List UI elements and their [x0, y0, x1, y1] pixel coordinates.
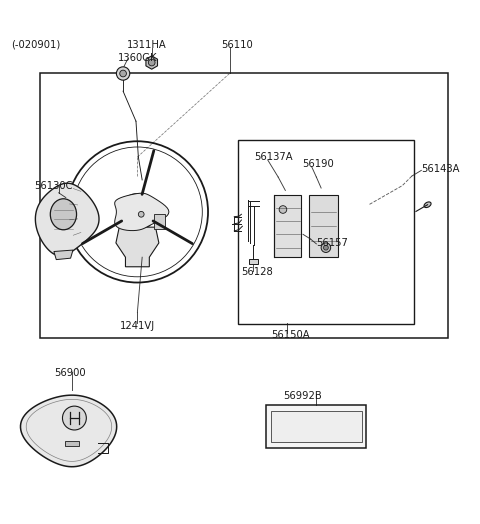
- Circle shape: [116, 67, 130, 80]
- Text: 56130C: 56130C: [34, 181, 72, 191]
- Circle shape: [120, 70, 126, 77]
- Text: 1360GK: 1360GK: [118, 53, 158, 63]
- Text: 1311HA: 1311HA: [127, 40, 167, 50]
- Bar: [39, 73, 447, 339]
- Text: 56992B: 56992B: [283, 390, 322, 401]
- Bar: [65, 441, 79, 446]
- Text: 56157: 56157: [316, 238, 348, 248]
- Text: 56900: 56900: [54, 368, 85, 378]
- Polygon shape: [54, 250, 73, 259]
- Text: 56137A: 56137A: [254, 152, 293, 162]
- Polygon shape: [36, 183, 99, 256]
- Text: (-020901): (-020901): [11, 40, 60, 50]
- Polygon shape: [21, 395, 117, 467]
- Bar: [271, 411, 362, 442]
- Bar: [238, 140, 414, 324]
- Circle shape: [279, 206, 287, 213]
- Bar: [266, 405, 366, 448]
- Text: 56190: 56190: [302, 159, 334, 169]
- Polygon shape: [116, 227, 159, 267]
- Ellipse shape: [50, 199, 76, 230]
- Circle shape: [324, 245, 328, 250]
- Text: 56110: 56110: [221, 40, 252, 50]
- Circle shape: [119, 194, 156, 230]
- Circle shape: [148, 59, 155, 66]
- Text: 56128: 56128: [241, 267, 273, 277]
- Polygon shape: [115, 193, 169, 231]
- Circle shape: [127, 201, 148, 222]
- Bar: [249, 259, 258, 265]
- Bar: [154, 214, 165, 228]
- FancyBboxPatch shape: [309, 195, 338, 257]
- Polygon shape: [146, 56, 157, 69]
- Circle shape: [138, 211, 144, 217]
- Circle shape: [321, 243, 331, 253]
- Text: 56150A: 56150A: [271, 330, 310, 340]
- Ellipse shape: [424, 202, 431, 208]
- Circle shape: [62, 406, 86, 430]
- Text: 56143A: 56143A: [421, 164, 460, 174]
- Text: 1241VJ: 1241VJ: [120, 321, 155, 331]
- FancyBboxPatch shape: [275, 195, 301, 257]
